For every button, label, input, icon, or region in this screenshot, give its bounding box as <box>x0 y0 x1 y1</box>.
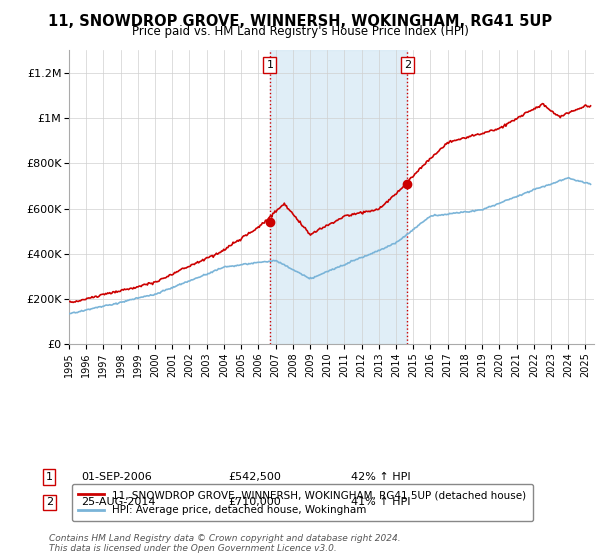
Text: Contains HM Land Registry data © Crown copyright and database right 2024.
This d: Contains HM Land Registry data © Crown c… <box>49 534 401 553</box>
Text: 1: 1 <box>46 472 53 482</box>
Text: 1: 1 <box>266 60 274 70</box>
Legend: 11, SNOWDROP GROVE, WINNERSH, WOKINGHAM, RG41 5UP (detached house), HPI: Average: 11, SNOWDROP GROVE, WINNERSH, WOKINGHAM,… <box>71 484 533 521</box>
Text: 41% ↑ HPI: 41% ↑ HPI <box>351 497 410 507</box>
Text: £542,500: £542,500 <box>228 472 281 482</box>
Text: £710,000: £710,000 <box>228 497 281 507</box>
Text: 25-AUG-2014: 25-AUG-2014 <box>81 497 155 507</box>
Text: Price paid vs. HM Land Registry's House Price Index (HPI): Price paid vs. HM Land Registry's House … <box>131 25 469 38</box>
Text: 01-SEP-2006: 01-SEP-2006 <box>81 472 152 482</box>
Bar <box>270 50 407 344</box>
Text: 2: 2 <box>404 60 411 70</box>
Text: 11, SNOWDROP GROVE, WINNERSH, WOKINGHAM, RG41 5UP: 11, SNOWDROP GROVE, WINNERSH, WOKINGHAM,… <box>48 14 552 29</box>
Text: 2: 2 <box>46 497 53 507</box>
Text: 42% ↑ HPI: 42% ↑ HPI <box>351 472 410 482</box>
